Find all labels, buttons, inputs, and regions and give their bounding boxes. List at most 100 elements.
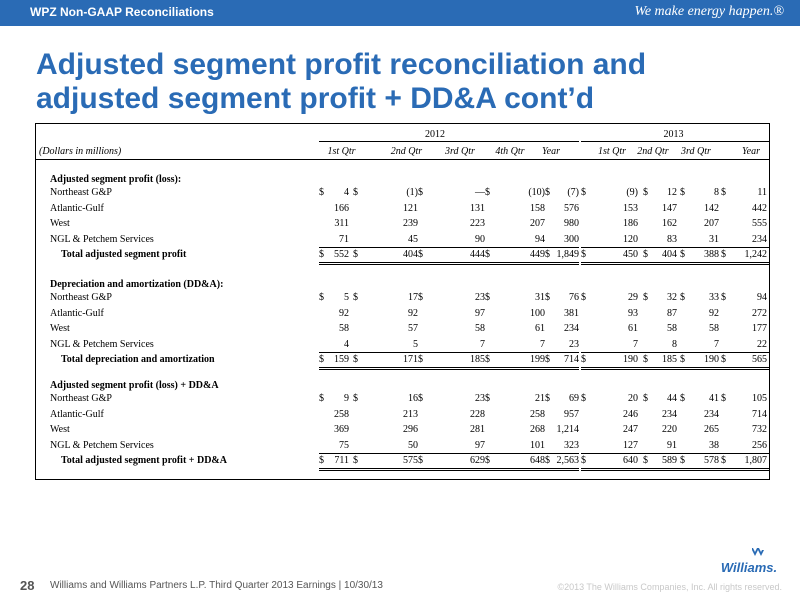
cell-value-2013: 127: [623, 439, 638, 451]
cell-value-2012: (1): [406, 187, 418, 198]
cell-value-2013: 1,807: [744, 455, 768, 466]
cell-value-2013: 190: [623, 354, 638, 365]
cell-value-2013: 12: [667, 187, 677, 198]
currency-symbol: $: [485, 354, 490, 365]
cell-value-2012: 576: [564, 202, 579, 214]
section-heading: Depreciation and amortization (DD&A):: [50, 279, 224, 290]
year-rule-2012: [319, 141, 579, 142]
cell-value-2012: 239: [403, 218, 418, 229]
cell-value-2012: 23: [569, 338, 579, 350]
currency-symbol: $: [418, 393, 423, 404]
cell-value-2012: 57: [408, 323, 418, 334]
cell-value-2012: 629: [470, 455, 485, 466]
cell-value-2013: 190: [704, 354, 719, 365]
cell-value-2012: 369: [334, 424, 349, 435]
cell-value-2012: 268: [530, 424, 545, 435]
cell-value-2013: 120: [623, 233, 638, 245]
cell-value-2012: 166: [334, 202, 349, 214]
total-row-label: Total adjusted segment profit: [61, 249, 187, 260]
cell-value-2012: 45: [408, 233, 418, 245]
total-rule: [581, 262, 769, 263]
cell-value-2013: 61: [628, 323, 638, 334]
currency-symbol: $: [643, 393, 648, 404]
cell-value-2012: 50: [408, 439, 418, 451]
cell-value-2013: 105: [752, 393, 767, 404]
cell-value-2012: 21: [535, 393, 545, 404]
cell-value-2012: 323: [564, 439, 579, 451]
footer-text: Williams and Williams Partners L.P. Thir…: [50, 580, 383, 591]
page-title-line1: Adjusted segment profit reconciliation a…: [36, 48, 647, 81]
currency-symbol: $: [485, 455, 490, 466]
cell-value-2013: (9): [626, 187, 638, 198]
cell-value-2013: 234: [704, 408, 719, 420]
row-label: Atlantic-Gulf: [50, 202, 104, 214]
row-label: NGL & Petchem Services: [50, 233, 154, 245]
cell-value-2012: 980: [564, 218, 579, 229]
section-heading: Adjusted segment profit (loss) + DD&A: [50, 380, 219, 391]
total-rule: [319, 470, 579, 471]
cell-value-2013: 162: [662, 218, 677, 229]
currency-symbol: $: [643, 249, 648, 260]
cell-value-2013: 29: [628, 292, 638, 303]
cell-value-2012: 92: [339, 307, 349, 319]
currency-symbol: $: [721, 187, 726, 198]
cell-value-2012: 69: [569, 393, 579, 404]
currency-symbol: $: [353, 292, 358, 303]
cell-value-2012: 58: [339, 323, 349, 334]
year-header-2012: 2012: [425, 129, 445, 140]
currency-symbol: $: [485, 292, 490, 303]
cell-value-2012: 258: [334, 408, 349, 420]
currency-symbol: $: [418, 249, 423, 260]
cell-value-2013: 177: [752, 323, 767, 334]
cell-value-2012: 31: [535, 292, 545, 303]
cell-value-2013: 220: [662, 424, 677, 435]
column-header-2012: 2nd Qtr: [390, 146, 423, 157]
cell-value-2013: 207: [704, 218, 719, 229]
cell-value-2012: (7): [567, 187, 579, 198]
row-label: Northeast G&P: [50, 393, 112, 404]
cell-value-2012: 1,214: [556, 424, 580, 435]
cell-value-2012: 23: [475, 292, 485, 303]
currency-symbol: $: [353, 455, 358, 466]
cell-value-2013: 246: [623, 408, 638, 420]
currency-symbol: $: [418, 354, 423, 365]
cell-value-2012: 281: [470, 424, 485, 435]
cell-value-2012: 97: [475, 439, 485, 451]
row-label: Atlantic-Gulf: [50, 307, 104, 319]
currency-symbol: $: [680, 292, 685, 303]
column-header-2013: Year: [742, 146, 760, 157]
cell-value-2013: 640: [623, 455, 638, 466]
cell-value-2012: 4: [344, 338, 349, 350]
currency-symbol: $: [353, 393, 358, 404]
cell-value-2012: 711: [334, 455, 349, 466]
cell-value-2013: 33: [709, 292, 719, 303]
currency-symbol: $: [353, 354, 358, 365]
cell-value-2013: 92: [709, 307, 719, 319]
cell-value-2012: 17: [408, 292, 418, 303]
subtotal-rule: [581, 352, 769, 353]
cell-value-2012: 300: [564, 233, 579, 245]
row-label: Northeast G&P: [50, 292, 112, 303]
currency-symbol: $: [721, 393, 726, 404]
section-heading: Adjusted segment profit (loss):: [50, 174, 182, 185]
cell-value-2012: 552: [334, 249, 349, 260]
header-rule: [36, 159, 769, 160]
cell-value-2013: 142: [704, 202, 719, 214]
currency-symbol: $: [418, 187, 423, 198]
total-rule: [319, 264, 579, 265]
cell-value-2012: 714: [564, 354, 579, 365]
currency-symbol: $: [545, 354, 550, 365]
cell-value-2012: 71: [339, 233, 349, 245]
total-rule: [319, 468, 579, 469]
cell-value-2013: 272: [752, 307, 767, 319]
cell-value-2013: 565: [752, 354, 767, 365]
cell-value-2013: 58: [667, 323, 677, 334]
cell-value-2012: 207: [530, 218, 545, 229]
row-label: Atlantic-Gulf: [50, 408, 104, 420]
currency-symbol: $: [581, 393, 586, 404]
year-header-2013: 2013: [663, 129, 684, 140]
currency-symbol: $: [319, 455, 324, 466]
column-header-2013: 1st Qtr: [597, 146, 627, 157]
cell-value-2012: 7: [480, 338, 485, 350]
cell-value-2013: 186: [623, 218, 638, 229]
